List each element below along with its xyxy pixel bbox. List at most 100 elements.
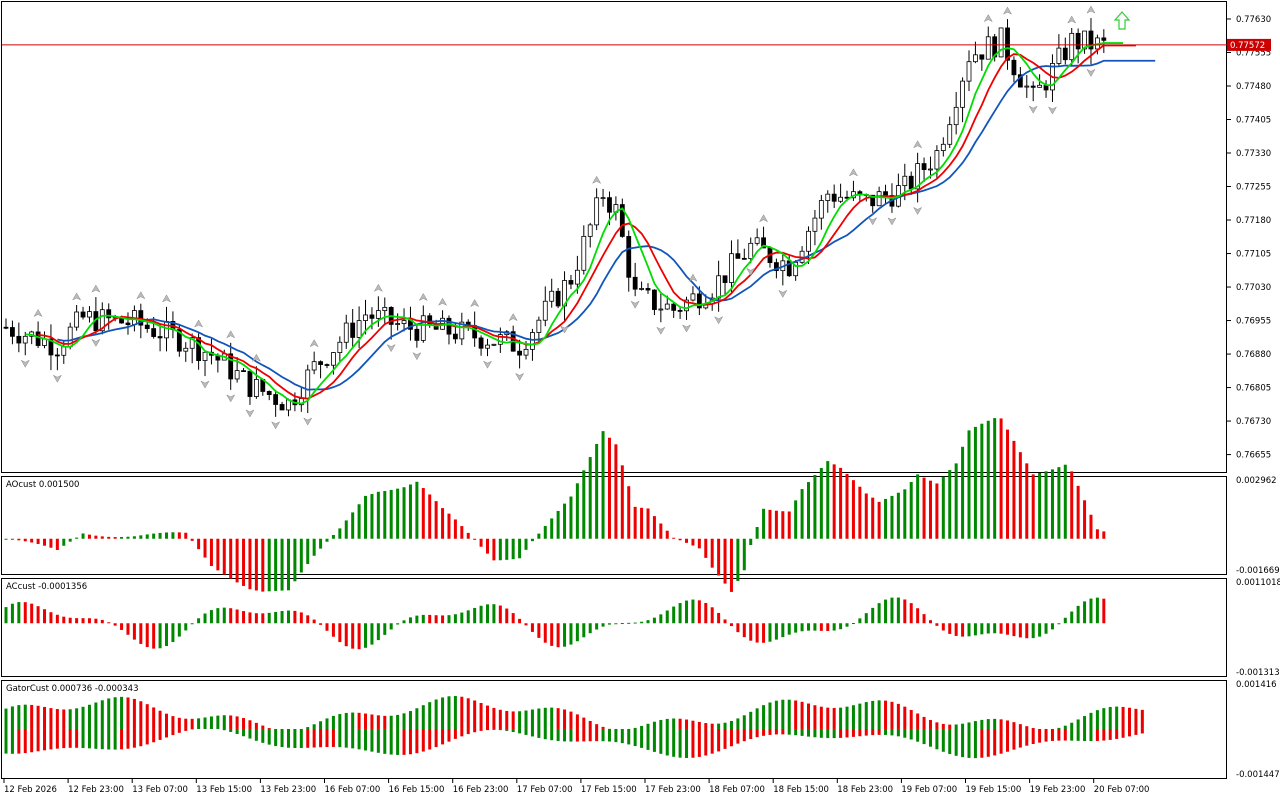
candle-body [832,194,836,201]
gator-lower-bar [942,729,945,752]
gator-upper-bar [878,700,881,729]
gator-upper-bar [826,708,829,729]
histogram-bar [43,609,46,623]
histogram-bar [56,539,59,550]
gator-lower-bar [595,729,598,741]
histogram-bar [409,617,412,623]
gator-lower-bar [114,729,117,750]
gator-lower-bar [1096,729,1099,741]
histogram-bar [1083,601,1086,623]
histogram-bar [576,623,579,641]
gator-lower-bar [467,729,470,734]
histogram-bar [204,539,207,558]
gator-lower-bar [24,729,27,753]
candle-body [165,321,169,337]
histogram-bar [833,464,836,538]
histogram-bar [126,537,129,539]
histogram-bar [300,612,303,623]
histogram-bar [768,510,771,539]
candle-body [665,304,669,309]
histogram-bar [537,534,540,539]
gator-upper-bar [820,707,823,729]
gator-upper-bar [101,700,104,729]
histogram-bar [1051,623,1054,629]
gator-upper-bar [1000,719,1003,729]
gator-upper-bar [210,716,213,729]
gator-upper-bar [993,719,996,729]
histogram-bar [813,475,816,539]
fractal-down-marker [1029,106,1037,113]
histogram-bar [197,618,200,623]
candle-body [158,337,162,338]
histogram-bar [358,623,361,649]
histogram-bar [980,424,983,539]
histogram-bar [345,520,348,538]
histogram-bar [293,611,296,623]
histogram-bar [171,532,174,538]
candle-body [986,37,990,59]
candle-body [530,333,534,350]
gator-upper-bar [37,706,40,729]
price-tick-label: 0.77105 [1236,250,1271,260]
fractal-down-marker [631,301,639,308]
fractal-down-marker [888,218,896,225]
gator-lower-bar [833,729,836,738]
histogram-bar [1089,515,1092,539]
gator-lower-bar [313,729,316,748]
fractal-down-marker [413,353,421,360]
gator-lower-bar [563,729,566,741]
teeth-line [38,45,1136,398]
pane-min-label: -0.001447 [1236,770,1280,780]
candle-body [627,236,631,277]
candle-body [672,304,676,310]
histogram-bar [839,468,842,539]
gator-lower-bar [685,729,688,758]
histogram-bar [929,481,932,539]
histogram-bar [505,609,508,624]
histogram-bar [338,528,341,538]
histogram-bar [300,539,303,573]
histogram-bar [749,539,752,545]
gator-lower-bar [338,729,341,747]
gator-upper-bar [236,716,239,729]
histogram-bar [794,623,797,632]
histogram-bar [537,623,540,638]
histogram-bar [370,623,373,644]
candle-body [306,370,310,399]
fractal-down-marker [869,218,877,225]
gator-lower-bar [923,729,926,744]
gator-upper-bar [704,723,707,729]
histogram-bar [139,623,142,644]
histogram-bar [242,611,245,623]
gator-lower-bar [171,729,174,735]
histogram-bar [24,539,27,542]
price-tick-label: 0.77030 [1236,283,1271,293]
candle-body [826,194,830,200]
gator-upper-bar [1115,707,1118,729]
gator-lower-bar [1064,729,1067,741]
fractal-up-marker [419,293,427,300]
histogram-bar [762,509,765,539]
gator-lower-bar [268,729,271,745]
histogram-bar [428,615,431,623]
histogram-bar [422,488,425,539]
gator-upper-bar [736,718,739,729]
gator-lower-bar [807,729,810,737]
candle-body [331,353,335,366]
gator-lower-bar [781,729,784,734]
fractal-up-marker [509,314,517,321]
histogram-bar [396,623,399,624]
candle-body [267,391,271,394]
histogram-bar [184,623,187,630]
gator-lower-bar [736,729,739,744]
histogram-bar [672,538,675,539]
gator-upper-bar [679,719,682,729]
gator-lower-bar [897,729,900,736]
fractal-up-marker [73,293,81,300]
candle-body [633,277,637,289]
gator-upper-bar [1064,726,1067,729]
gator-upper-bar [1070,723,1073,729]
